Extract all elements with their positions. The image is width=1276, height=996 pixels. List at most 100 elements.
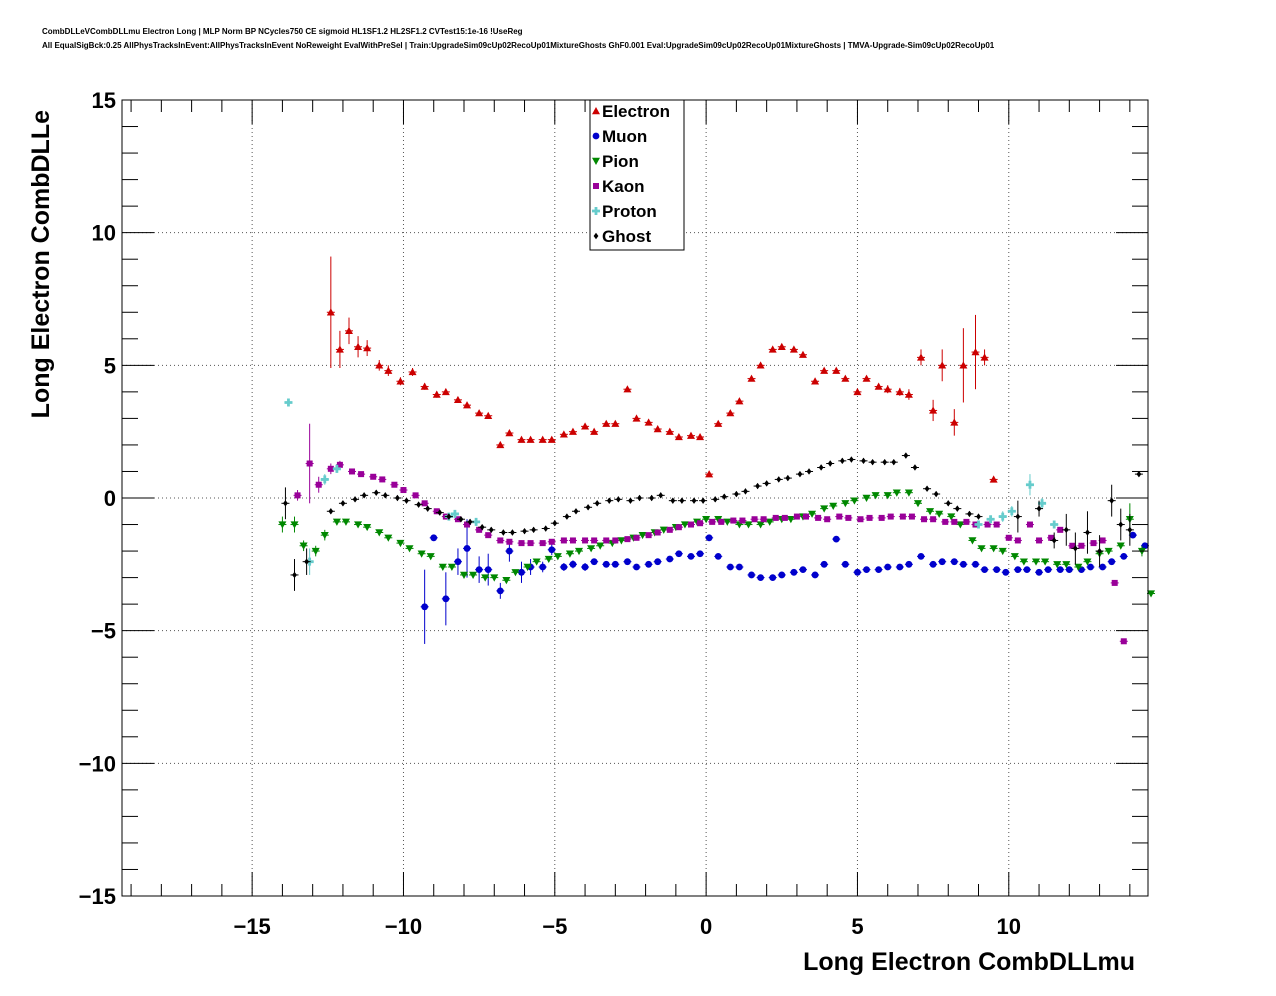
pion-point: [1074, 563, 1083, 571]
kaon-point: [548, 538, 555, 545]
muon-point: [654, 558, 662, 566]
ghost-point: [479, 523, 485, 531]
electron-point: [496, 440, 505, 449]
pion-point: [829, 502, 838, 510]
pion-point: [702, 516, 711, 524]
muon-point: [1065, 566, 1073, 574]
ghost-point: [670, 497, 676, 504]
electron-point: [929, 406, 938, 414]
pion-point: [502, 577, 511, 585]
legend-marker-electron: [592, 107, 600, 115]
muon-point: [905, 560, 913, 568]
electron-point: [768, 345, 777, 353]
electron-point: [841, 374, 850, 382]
pion-point: [278, 521, 287, 529]
electron-point: [590, 427, 599, 435]
pion-point: [405, 545, 414, 553]
electron-point: [853, 387, 862, 396]
ghost-point: [1085, 529, 1090, 536]
pion-point: [1147, 590, 1156, 598]
pion-point: [481, 574, 490, 582]
kaon-point: [349, 468, 356, 475]
pion-point: [332, 518, 341, 526]
proton-point: [1025, 480, 1034, 489]
kaon-point: [824, 516, 831, 523]
ghost-point: [776, 476, 782, 483]
ghost-point: [870, 458, 875, 466]
proton-point: [332, 464, 341, 473]
ghost-point: [488, 526, 494, 534]
pion-point: [490, 574, 499, 582]
muon-point: [645, 560, 653, 568]
ghost-point: [425, 505, 431, 512]
muon-point: [590, 558, 598, 566]
muon-point: [790, 568, 798, 576]
axis-ticks: −15 −10 −5 0 5 10 −15 −10 −5 0 5 10 15: [79, 88, 1148, 939]
muon-point: [726, 563, 734, 571]
pion-point: [1053, 561, 1062, 569]
ghost-point: [564, 513, 570, 520]
muon-point: [687, 552, 695, 560]
pion-point: [617, 537, 626, 545]
pion-point: [968, 537, 977, 545]
muon-point: [430, 534, 438, 542]
kaon-point: [518, 540, 525, 547]
ghost-point: [912, 464, 918, 471]
muon-point: [539, 563, 547, 571]
pion-point: [469, 571, 478, 579]
muon-point: [705, 534, 713, 542]
ghost-point: [882, 458, 888, 466]
pion-point: [290, 521, 299, 529]
x-tick-label: −10: [385, 914, 422, 939]
pion-point: [977, 545, 986, 553]
pion-point: [575, 547, 584, 556]
ghost-point: [818, 464, 824, 471]
muon-point: [475, 566, 483, 574]
electron-point: [862, 374, 871, 382]
pion-point: [384, 534, 393, 542]
electron-point: [653, 425, 662, 433]
pion-point: [523, 563, 532, 571]
muon-point: [421, 603, 429, 611]
electron-point: [463, 401, 472, 409]
pion-point: [375, 529, 384, 537]
kaon-point: [921, 516, 928, 523]
pion-point: [883, 492, 892, 500]
muon-point: [896, 563, 904, 571]
ghost-point: [891, 458, 897, 466]
kaon-point: [370, 473, 377, 480]
ghost-point: [500, 529, 506, 536]
ghost-point: [903, 452, 909, 459]
electron-point: [674, 432, 683, 441]
muon-point: [505, 547, 513, 555]
ghost-point: [404, 497, 409, 504]
ghost-point: [304, 558, 310, 565]
muon-point: [463, 545, 471, 552]
ghost-point: [594, 500, 600, 507]
muon-point: [569, 560, 577, 568]
pion-point: [935, 510, 944, 518]
electron-point: [938, 361, 947, 369]
pion-point: [587, 545, 596, 553]
electron-point: [568, 427, 577, 435]
x-tick-label: 0: [700, 914, 712, 939]
ghost-point: [361, 492, 367, 499]
pion-point: [363, 523, 372, 532]
pion-point: [723, 518, 732, 526]
muon-point: [938, 558, 946, 566]
muon-point: [1120, 552, 1128, 560]
ghost-point: [585, 504, 591, 511]
kaon-point: [1014, 537, 1021, 544]
legend-label-muon: Muon: [602, 127, 647, 146]
muon-point: [560, 563, 568, 571]
kaon-point: [993, 521, 1000, 528]
series-pion: [278, 489, 1156, 598]
pion-point: [820, 505, 829, 513]
chart-title-line-1: CombDLLeVCombDLLmu Electron Long | MLP N…: [42, 27, 523, 36]
proton-point: [1007, 507, 1016, 516]
electron-point: [344, 326, 353, 335]
kaon-point: [379, 476, 386, 483]
kaon-point: [739, 517, 746, 524]
ghost-point: [637, 494, 642, 502]
